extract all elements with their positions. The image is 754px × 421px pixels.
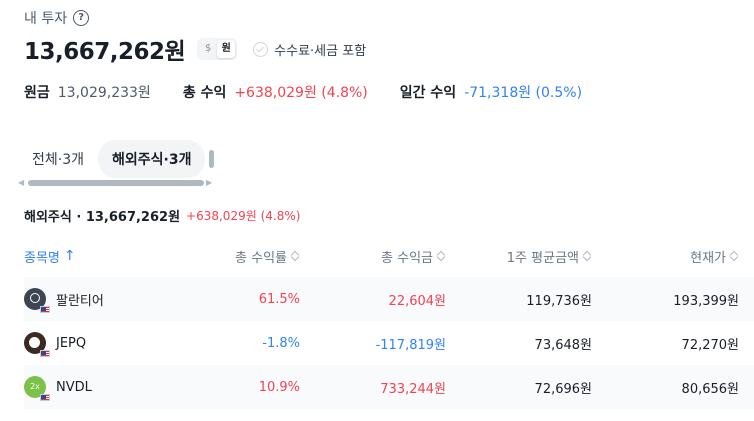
fee-toggle-label: 수수료·세금 포함 (274, 43, 367, 59)
total-profit-label: 총 수익 (182, 85, 227, 101)
header-name[interactable]: 종목명 ↑ (24, 247, 164, 266)
total-profit-summary: 총 수익 +638,029원 (4.8%) (183, 82, 368, 102)
sort-icon (730, 250, 739, 262)
section-label: 해외주식 · 13,667,262원 (24, 210, 181, 225)
rate-cell: 61.5% (258, 291, 300, 307)
palantir-logo-icon (24, 288, 50, 313)
rate-cell: 10.9% (258, 379, 300, 395)
header-avg[interactable]: 1주 평균금액 (446, 247, 592, 266)
avg-cell: 72,696원 (534, 381, 592, 397)
total-row: 13,667,262원 $ 원 수수료·세금 포함 (24, 32, 366, 66)
price-cell: 72,270원 (681, 337, 739, 353)
profit-cell: 22,604원 (388, 293, 446, 309)
header-rate-label: 총 수익률 (235, 250, 287, 266)
rate-cell: -1.8% (262, 335, 300, 351)
tab-bar: 전체·3개 해외주식·3개 (18, 140, 215, 178)
help-icon[interactable]: ? (73, 10, 90, 26)
daily-profit-label: 일간 수익 (399, 85, 457, 101)
principal-label: 원금 (24, 85, 50, 101)
table-row[interactable]: 2x NVDL 10.9% 733,244원 72,696원 80,656원 (24, 365, 754, 409)
nvdl-logo-text: 2x (30, 382, 40, 391)
avg-cell: 119,736원 (526, 293, 592, 309)
check-icon[interactable] (253, 41, 269, 57)
stock-name: NVDL (56, 379, 92, 395)
us-flag-icon (40, 394, 50, 401)
daily-profit-summary: 일간 수익 -71,318원 (0.5%) (400, 82, 582, 102)
holdings-table: 종목명 ↑ 총 수익률 총 수익금 1주 평균금액 현재가 팔란티어 61.5%… (24, 241, 754, 409)
us-flag-icon (40, 350, 50, 357)
currency-usd-button[interactable]: $ (204, 43, 212, 54)
table-row[interactable]: 팔란티어 61.5% 22,604원 119,736원 193,399원 (24, 277, 754, 321)
currency-toggle[interactable]: $ 원 (197, 38, 238, 60)
stock-name-cell: 팔란티어 (24, 288, 164, 313)
stock-name-cell: 2x NVDL (24, 376, 164, 401)
header-profit[interactable]: 총 수익금 (300, 247, 446, 266)
scroll-left-icon[interactable]: ◀ (18, 178, 25, 187)
jepq-logo-icon (24, 332, 50, 357)
stock-name: 팔란티어 (56, 293, 104, 309)
page-title: 내 투자 ? (24, 8, 90, 28)
price-cell: 80,656원 (681, 381, 739, 397)
header-avg-label: 1주 평균금액 (506, 250, 579, 266)
avg-cell: 73,648원 (534, 337, 592, 353)
header-price-label: 현재가 (690, 250, 726, 266)
section-change: +638,029원 (4.8%) (186, 209, 301, 223)
table-body: 팔란티어 61.5% 22,604원 119,736원 193,399원 JEP… (24, 277, 754, 409)
total-amount: 13,667,262원 (24, 39, 186, 65)
daily-profit-value: -71,318원 (0.5%) (464, 85, 583, 101)
table-row[interactable]: JEPQ -1.8% -117,819원 73,648원 72,270원 (24, 321, 754, 365)
page-title-label: 내 투자 (24, 11, 68, 27)
tab-scroll-handle[interactable] (209, 150, 215, 168)
table-header: 종목명 ↑ 총 수익률 총 수익금 1주 평균금액 현재가 (24, 241, 754, 271)
fee-toggle[interactable]: 수수료·세금 포함 (253, 40, 366, 59)
header-profit-label: 총 수익금 (381, 250, 433, 266)
header-price[interactable]: 현재가 (592, 247, 739, 266)
price-cell: 193,399원 (673, 293, 739, 309)
arrow-up-icon: ↑ (63, 248, 76, 264)
sort-icon (583, 250, 592, 262)
us-flag-icon (40, 306, 50, 313)
scroll-right-icon[interactable]: ▶ (206, 178, 213, 187)
currency-krw-button[interactable]: 원 (217, 40, 236, 58)
profit-cell: -117,819원 (375, 337, 446, 353)
sort-icon (291, 250, 300, 262)
header-rate[interactable]: 총 수익률 (164, 247, 300, 266)
stock-name: JEPQ (56, 335, 87, 351)
tab-overseas[interactable]: 해외주식·3개 (98, 140, 206, 178)
sort-icon (437, 250, 446, 262)
principal-value: 13,029,233원 (57, 85, 151, 101)
stock-name-cell: JEPQ (24, 332, 164, 357)
total-profit-value: +638,029원 (4.8%) (234, 85, 368, 101)
profit-cell: 733,244원 (380, 381, 446, 397)
tab-all[interactable]: 전체·3개 (32, 152, 84, 168)
header-name-label: 종목명 (24, 250, 60, 266)
tab-scrollbar[interactable] (28, 180, 204, 186)
section-title: 해외주식 · 13,667,262원 +638,029원 (4.8%) (24, 206, 300, 225)
summary-row: 원금 13,029,233원 총 수익 +638,029원 (4.8%) 일간 … (24, 82, 614, 102)
nvdl-logo-icon: 2x (24, 376, 50, 401)
principal-summary: 원금 13,029,233원 (24, 82, 151, 102)
